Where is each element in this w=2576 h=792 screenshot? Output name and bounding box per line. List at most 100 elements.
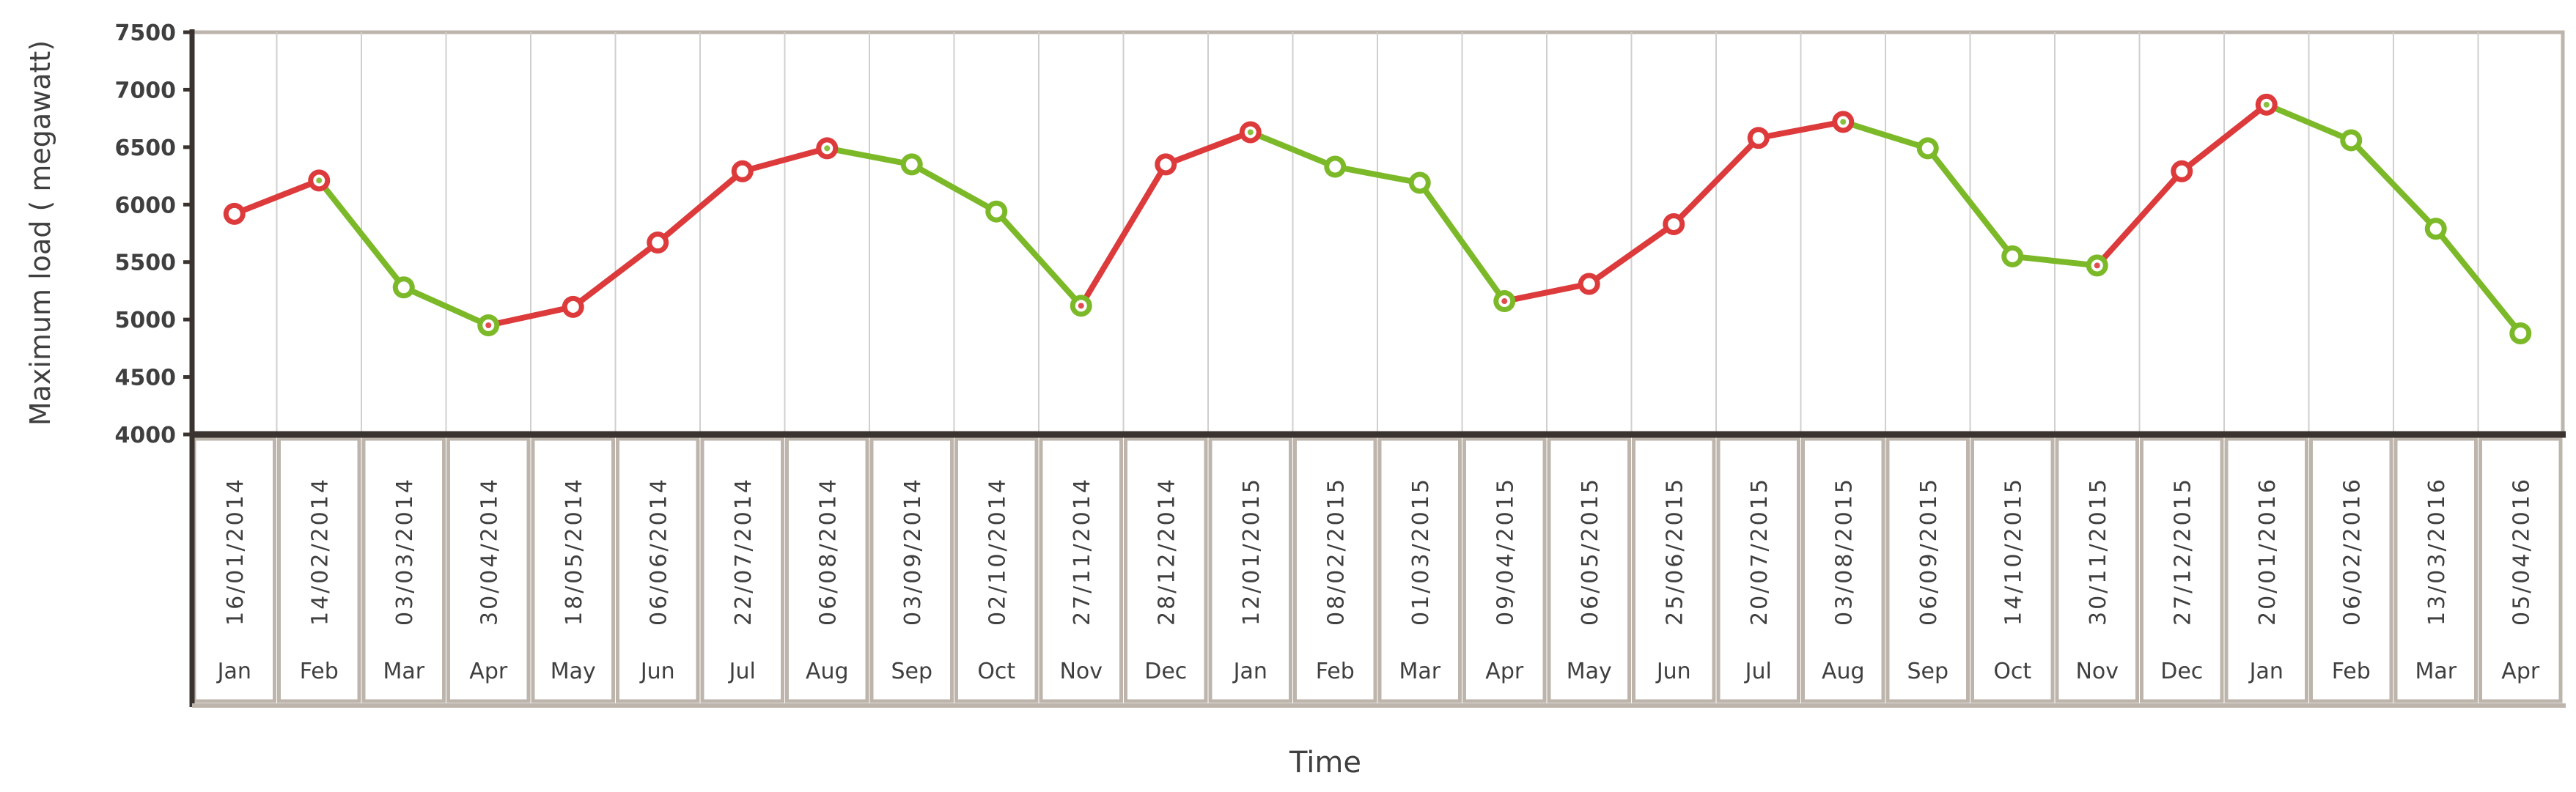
data-point-core [316, 177, 323, 184]
date-label: 27/12/2015 [2170, 477, 2196, 626]
date-label: 22/07/2014 [731, 477, 757, 626]
date-label: 25/06/2015 [1662, 477, 1688, 626]
data-point-core [2263, 101, 2270, 108]
date-label: 03/08/2015 [1831, 477, 1857, 626]
month-label: Jun [1655, 659, 1691, 684]
line-segment [1332, 163, 1423, 186]
date-label: 14/02/2014 [307, 477, 333, 626]
date-label: 05/04/2016 [2509, 477, 2534, 626]
date-cell [1716, 437, 1800, 703]
data-point-core [1247, 129, 1254, 136]
data-point-core [2009, 253, 2016, 259]
data-point-core [485, 322, 492, 328]
data-point-core [2348, 137, 2355, 144]
date-label: 20/01/2016 [2255, 477, 2281, 626]
date-cell [954, 437, 1039, 703]
line-segment [2179, 101, 2270, 174]
line-segment [1416, 180, 1508, 305]
line-segment [1247, 129, 1339, 170]
date-label: 09/04/2015 [1493, 477, 1518, 626]
line-segment [485, 303, 576, 328]
month-label: Mar [2415, 659, 2457, 684]
data-point-core [2517, 330, 2524, 336]
month-label: Feb [300, 659, 339, 684]
date-cell [1970, 437, 2055, 703]
date-cell [1885, 437, 1970, 703]
line-segment [2348, 137, 2439, 232]
line-segment [1501, 281, 1592, 305]
date-cell [1124, 437, 1208, 703]
y-tick-label: 5500 [115, 251, 177, 276]
axis-text: Maximum load ( megawatt) Time 4000 4500 50… [24, 21, 2540, 780]
month-label: May [1567, 659, 1612, 684]
date-label: 14/10/2015 [2001, 477, 2026, 626]
data-point-core [1840, 119, 1847, 125]
date-label: 06/05/2015 [1578, 477, 1603, 626]
month-label: Aug [806, 659, 849, 684]
line-segment [1840, 119, 1931, 152]
y-tick-label: 6500 [115, 136, 177, 161]
date-label: 30/04/2014 [476, 477, 502, 626]
line-segment [2263, 101, 2355, 144]
line-segment [400, 284, 492, 328]
line-segment [908, 161, 1000, 215]
month-label: Jan [216, 659, 251, 684]
date-label: 01/03/2015 [1408, 477, 1434, 626]
y-tick-label: 7000 [115, 78, 177, 103]
date-label: 28/12/2014 [1154, 477, 1180, 626]
month-label: Nov [2075, 659, 2119, 684]
month-label: Feb [1316, 659, 1355, 684]
line-segment [231, 177, 323, 217]
y-tick-label: 4500 [115, 366, 177, 391]
month-label: Jun [639, 659, 675, 684]
data-point-core [2179, 168, 2185, 174]
date-label: 03/03/2014 [392, 477, 418, 626]
date-label: 13/03/2016 [2424, 477, 2450, 626]
date-cell [1293, 437, 1377, 703]
date-cell [531, 437, 615, 703]
data-point-core [993, 208, 1000, 215]
date-cell [2479, 437, 2563, 703]
month-label: Sep [891, 659, 932, 684]
date-cell [1547, 437, 1631, 703]
data-point-core [739, 168, 746, 174]
date-label: 06/06/2014 [646, 477, 671, 626]
data-point-core [2432, 226, 2439, 232]
data-point-core [1332, 163, 1339, 170]
date-cell [361, 437, 446, 703]
data-point-core [824, 145, 831, 152]
date-table [192, 437, 2563, 703]
date-label: 30/11/2015 [2086, 477, 2111, 626]
month-label: Mar [383, 659, 424, 684]
data-point-core [1163, 161, 1169, 168]
data-point-core [1924, 145, 1931, 152]
line-segment [2094, 168, 2185, 269]
month-label: Apr [1485, 659, 1524, 684]
line-segment [1924, 145, 2016, 259]
month-label: Apr [2501, 659, 2540, 684]
month-label: Jul [728, 659, 756, 684]
date-label: 18/05/2014 [562, 477, 587, 626]
month-label: May [551, 659, 596, 684]
date-cell [1208, 437, 1292, 703]
month-label: Apr [469, 659, 508, 684]
date-label: 08/02/2015 [1323, 477, 1349, 626]
data-point-core [1501, 298, 1508, 305]
series-points [223, 93, 2532, 344]
date-cell [869, 437, 954, 703]
line-segment [1671, 135, 1762, 227]
month-label: Mar [1399, 659, 1440, 684]
date-cell [2055, 437, 2139, 703]
date-label: 27/11/2014 [1070, 477, 1095, 626]
y-tick-label: 7500 [115, 21, 177, 46]
data-point-core [1671, 221, 1677, 227]
month-label: Jan [1232, 659, 1267, 684]
date-cell [2309, 437, 2393, 703]
line-segment [2432, 226, 2524, 336]
date-cell [1801, 437, 1885, 703]
line-segment [316, 177, 407, 291]
line-segment [739, 145, 831, 174]
date-label: 02/10/2014 [985, 477, 1010, 626]
grid-layer [190, 30, 2565, 437]
month-label: Oct [1993, 659, 2031, 684]
